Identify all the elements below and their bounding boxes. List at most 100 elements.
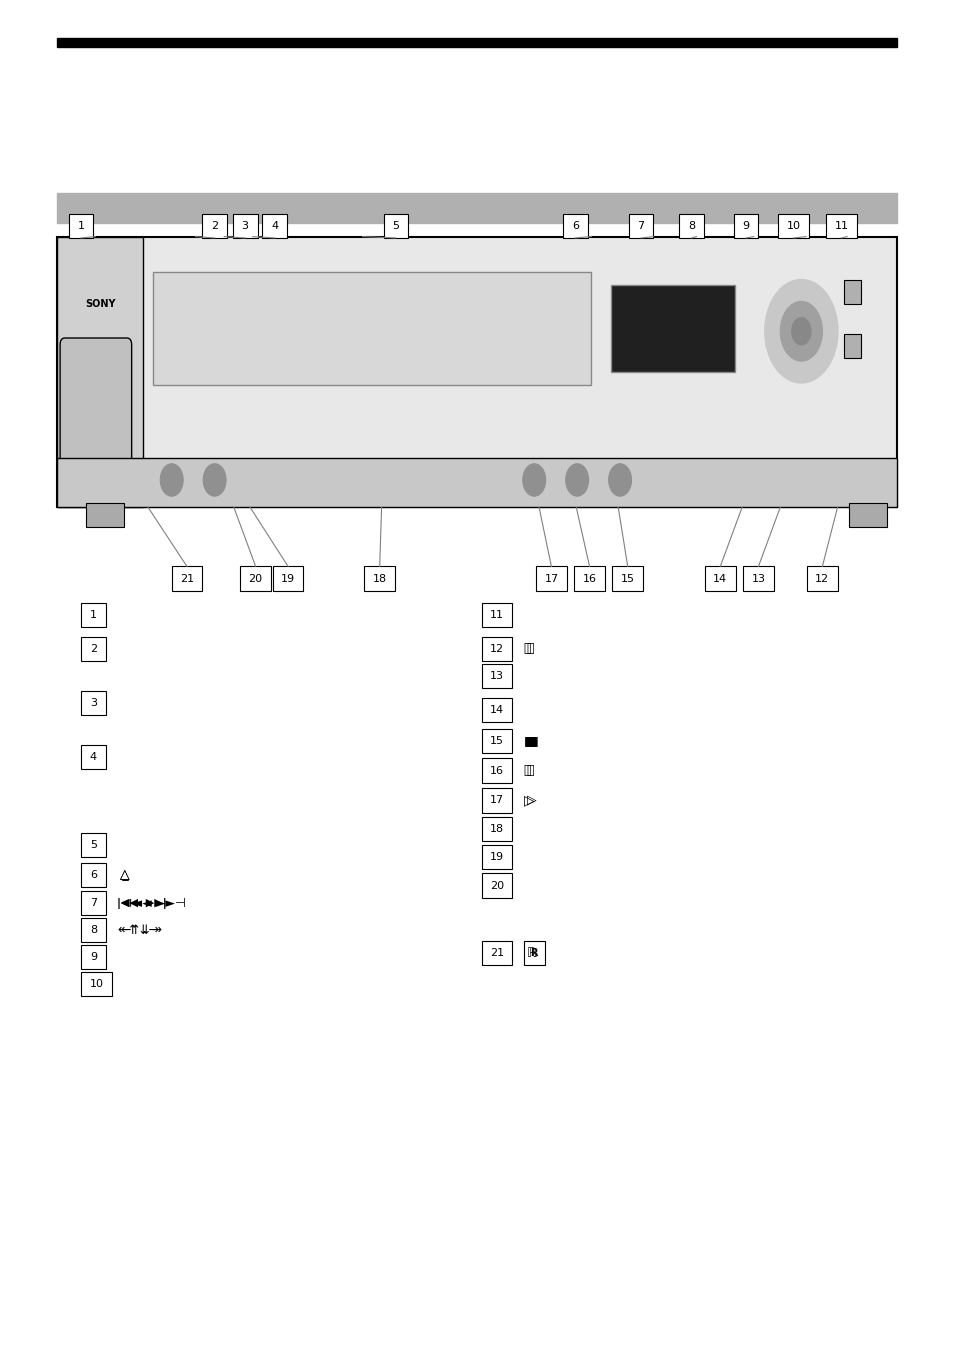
Bar: [57, 237, 896, 507]
Circle shape: [608, 464, 631, 496]
Text: 18: 18: [490, 823, 503, 834]
Bar: [481, 729, 512, 753]
Bar: [574, 566, 604, 591]
Text: 8: 8: [687, 220, 695, 231]
Text: 13: 13: [751, 573, 764, 584]
Bar: [562, 214, 587, 238]
Bar: [523, 941, 544, 965]
Text: 17: 17: [490, 795, 503, 806]
Bar: [481, 698, 512, 722]
Text: 19: 19: [281, 573, 294, 584]
Text: 1: 1: [77, 220, 85, 231]
Text: 16: 16: [582, 573, 596, 584]
Text: 19: 19: [490, 852, 503, 863]
Bar: [240, 566, 271, 591]
Bar: [81, 891, 106, 915]
Text: ■: ■: [523, 734, 535, 748]
Text: △̲: △̲: [120, 868, 130, 882]
Text: 1: 1: [90, 610, 97, 621]
Bar: [57, 38, 896, 47]
Bar: [81, 833, 106, 857]
Bar: [86, 503, 124, 527]
Bar: [481, 637, 512, 661]
Bar: [778, 214, 808, 238]
Text: 17: 17: [544, 573, 558, 584]
Bar: [481, 873, 512, 898]
Bar: [843, 280, 861, 304]
Text: 7: 7: [90, 898, 97, 909]
Circle shape: [160, 464, 183, 496]
Bar: [481, 845, 512, 869]
Circle shape: [203, 464, 226, 496]
Bar: [202, 214, 227, 238]
Text: ■: ■: [526, 734, 537, 748]
Text: 14: 14: [713, 573, 726, 584]
Text: 10: 10: [90, 979, 103, 990]
Bar: [57, 237, 143, 507]
Text: 7: 7: [637, 220, 644, 231]
Text: 2: 2: [90, 644, 97, 654]
Text: 4: 4: [90, 752, 97, 763]
Text: ←↑↓→: ←↑↓→: [120, 923, 162, 937]
Bar: [69, 214, 93, 238]
Bar: [733, 214, 758, 238]
Bar: [364, 566, 395, 591]
Text: ▷: ▷: [526, 794, 536, 807]
Text: 3: 3: [90, 698, 97, 708]
Bar: [481, 788, 512, 813]
Text: 12: 12: [490, 644, 503, 654]
Text: 13: 13: [490, 671, 503, 681]
Bar: [233, 214, 257, 238]
Text: 14: 14: [490, 704, 503, 715]
Bar: [81, 863, 106, 887]
Bar: [481, 664, 512, 688]
Text: 11: 11: [834, 220, 847, 231]
FancyBboxPatch shape: [60, 338, 132, 473]
Bar: [383, 214, 408, 238]
Text: R: R: [530, 948, 537, 959]
Bar: [825, 214, 856, 238]
Text: 🎧: 🎧: [526, 642, 534, 656]
Bar: [806, 566, 837, 591]
Circle shape: [780, 301, 821, 361]
Text: 16: 16: [490, 765, 503, 776]
Text: ←↑↓→: ←↑↓→: [117, 923, 159, 937]
Text: 11: 11: [490, 610, 503, 621]
Bar: [81, 945, 106, 969]
Text: 5: 5: [392, 220, 399, 231]
Text: 6: 6: [90, 869, 97, 880]
Text: 6: 6: [571, 220, 578, 231]
Circle shape: [791, 318, 810, 345]
Circle shape: [764, 280, 837, 383]
Text: 5: 5: [90, 840, 97, 850]
Text: ▷: ▷: [523, 794, 534, 807]
Circle shape: [565, 464, 588, 496]
Bar: [81, 918, 106, 942]
Circle shape: [522, 464, 545, 496]
Text: 10: 10: [786, 220, 800, 231]
Bar: [628, 214, 653, 238]
Text: 2: 2: [211, 220, 218, 231]
Bar: [57, 458, 896, 507]
Text: 21: 21: [180, 573, 193, 584]
Bar: [704, 566, 735, 591]
Text: 20: 20: [490, 880, 503, 891]
Bar: [57, 193, 896, 223]
Text: ⧏◄◄ ►►⊣: ⧏◄◄ ►►⊣: [120, 896, 186, 910]
Bar: [843, 334, 861, 358]
Text: 9: 9: [90, 952, 97, 963]
Bar: [481, 603, 512, 627]
Bar: [172, 566, 202, 591]
Bar: [481, 817, 512, 841]
Bar: [481, 758, 512, 783]
Bar: [481, 941, 512, 965]
Text: 3: 3: [241, 220, 249, 231]
Text: |◀◀  ▶▶|: |◀◀ ▶▶|: [117, 898, 167, 909]
Bar: [610, 285, 734, 372]
Bar: [742, 566, 773, 591]
Bar: [612, 566, 642, 591]
Text: 8: 8: [90, 925, 97, 936]
Text: 15: 15: [490, 735, 503, 746]
Text: ⏸: ⏸: [526, 764, 534, 777]
Bar: [81, 972, 112, 996]
